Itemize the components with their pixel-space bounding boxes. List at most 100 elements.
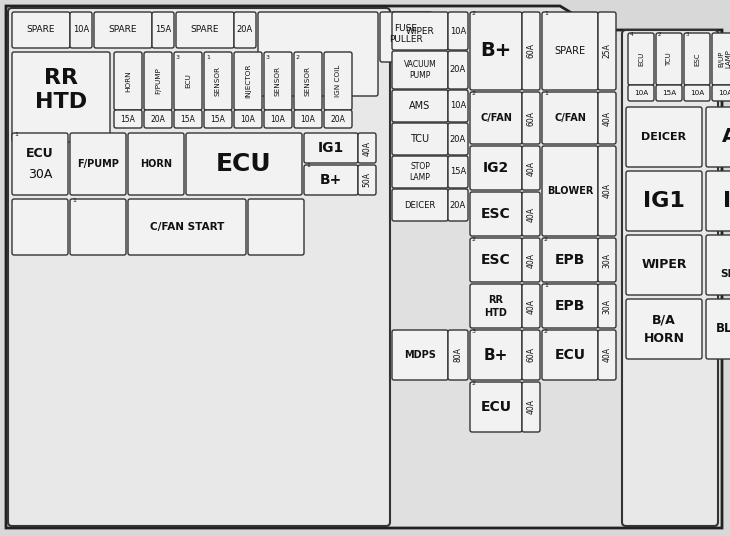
- FancyBboxPatch shape: [622, 30, 718, 526]
- Text: VACUUM
PUMP: VACUUM PUMP: [404, 61, 437, 80]
- Text: 40A: 40A: [526, 252, 536, 267]
- FancyBboxPatch shape: [542, 284, 598, 328]
- Text: RR: RR: [488, 295, 504, 306]
- Text: 40A: 40A: [526, 299, 536, 314]
- Text: 20A: 20A: [237, 26, 253, 34]
- FancyBboxPatch shape: [542, 92, 598, 144]
- FancyBboxPatch shape: [598, 92, 616, 144]
- FancyBboxPatch shape: [392, 12, 448, 50]
- FancyBboxPatch shape: [264, 52, 292, 110]
- Text: 20A: 20A: [450, 135, 466, 144]
- Text: 40A: 40A: [602, 110, 612, 125]
- Text: 1: 1: [544, 283, 548, 288]
- FancyBboxPatch shape: [114, 110, 142, 128]
- FancyBboxPatch shape: [70, 12, 92, 48]
- FancyBboxPatch shape: [470, 330, 522, 380]
- FancyBboxPatch shape: [522, 284, 540, 328]
- FancyBboxPatch shape: [470, 284, 522, 328]
- FancyBboxPatch shape: [380, 12, 432, 62]
- FancyBboxPatch shape: [174, 52, 202, 110]
- FancyBboxPatch shape: [470, 92, 522, 144]
- FancyBboxPatch shape: [522, 146, 540, 190]
- Text: 2: 2: [472, 381, 476, 386]
- Text: 80A: 80A: [453, 347, 463, 362]
- Text: 2: 2: [296, 55, 300, 60]
- Text: F/PUMP: F/PUMP: [155, 68, 161, 94]
- Text: 1: 1: [72, 198, 76, 203]
- Text: 40A: 40A: [526, 206, 536, 221]
- FancyBboxPatch shape: [542, 12, 598, 90]
- FancyBboxPatch shape: [358, 133, 376, 163]
- Text: IGN COIL: IGN COIL: [335, 65, 341, 97]
- FancyBboxPatch shape: [174, 110, 202, 128]
- Text: HORN: HORN: [125, 70, 131, 92]
- Text: ECU: ECU: [638, 52, 644, 66]
- Text: BLOWER: BLOWER: [716, 323, 730, 336]
- Text: 10A: 10A: [450, 26, 466, 35]
- FancyBboxPatch shape: [626, 171, 702, 231]
- Text: ESC: ESC: [481, 253, 511, 267]
- FancyBboxPatch shape: [186, 133, 302, 195]
- FancyBboxPatch shape: [448, 156, 468, 188]
- FancyBboxPatch shape: [598, 12, 616, 90]
- FancyBboxPatch shape: [304, 165, 358, 195]
- Text: 20A: 20A: [450, 200, 466, 210]
- FancyBboxPatch shape: [294, 110, 322, 128]
- FancyBboxPatch shape: [204, 52, 232, 110]
- Text: 60A: 60A: [526, 347, 536, 362]
- Text: EPB: EPB: [555, 299, 585, 313]
- FancyBboxPatch shape: [12, 199, 68, 255]
- FancyBboxPatch shape: [12, 52, 110, 142]
- Text: 25A: 25A: [602, 43, 612, 58]
- FancyBboxPatch shape: [392, 90, 448, 122]
- Text: 40A: 40A: [602, 347, 612, 362]
- Text: 15A: 15A: [662, 90, 676, 96]
- FancyBboxPatch shape: [304, 133, 358, 163]
- FancyBboxPatch shape: [114, 52, 142, 110]
- Text: C/FAN: C/FAN: [554, 113, 586, 123]
- Text: 1: 1: [206, 55, 210, 60]
- Text: SENSOR: SENSOR: [305, 66, 311, 96]
- Text: B/A: B/A: [652, 314, 676, 326]
- FancyBboxPatch shape: [392, 156, 448, 188]
- FancyBboxPatch shape: [628, 85, 654, 101]
- FancyBboxPatch shape: [448, 330, 468, 380]
- Text: 30A: 30A: [602, 299, 612, 314]
- FancyBboxPatch shape: [706, 171, 730, 231]
- Text: IG2: IG2: [723, 191, 730, 211]
- FancyBboxPatch shape: [706, 299, 730, 359]
- Text: 15A: 15A: [180, 115, 196, 123]
- FancyBboxPatch shape: [656, 85, 682, 101]
- Text: F/PUMP: F/PUMP: [77, 159, 119, 169]
- FancyBboxPatch shape: [626, 107, 702, 167]
- FancyBboxPatch shape: [706, 235, 730, 295]
- FancyBboxPatch shape: [8, 8, 390, 526]
- Text: IG1: IG1: [318, 142, 344, 155]
- FancyBboxPatch shape: [628, 33, 654, 85]
- FancyBboxPatch shape: [128, 199, 246, 255]
- Text: ESC: ESC: [481, 207, 511, 221]
- Text: 2: 2: [544, 329, 548, 334]
- Text: BLOWER: BLOWER: [547, 186, 593, 196]
- Text: 60A: 60A: [526, 43, 536, 58]
- FancyBboxPatch shape: [448, 12, 468, 50]
- FancyBboxPatch shape: [522, 12, 540, 90]
- FancyBboxPatch shape: [522, 330, 540, 380]
- Text: RR
HTD: RR HTD: [35, 69, 87, 111]
- Text: STOP
LAMP: STOP LAMP: [410, 162, 431, 182]
- FancyBboxPatch shape: [234, 52, 262, 110]
- FancyBboxPatch shape: [392, 123, 448, 155]
- FancyBboxPatch shape: [470, 146, 522, 190]
- Text: 10A: 10A: [718, 90, 730, 96]
- Text: 15A: 15A: [450, 167, 466, 176]
- FancyBboxPatch shape: [294, 52, 322, 110]
- Text: 1: 1: [544, 11, 548, 16]
- FancyBboxPatch shape: [392, 51, 448, 89]
- Text: ECU: ECU: [185, 73, 191, 88]
- FancyBboxPatch shape: [522, 92, 540, 144]
- Text: TCU: TCU: [666, 52, 672, 66]
- Text: 50A: 50A: [363, 172, 372, 187]
- FancyBboxPatch shape: [152, 12, 174, 48]
- Text: 10A: 10A: [271, 115, 285, 123]
- FancyBboxPatch shape: [70, 199, 126, 255]
